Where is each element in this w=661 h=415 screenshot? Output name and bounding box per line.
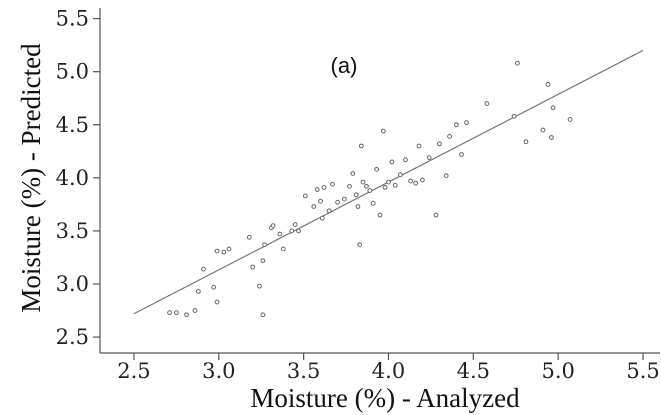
data-point: [382, 185, 388, 190]
data-point: [314, 187, 320, 192]
data-point: [318, 198, 324, 204]
data-point: [548, 135, 554, 140]
data-point: [201, 266, 206, 272]
data-point: [330, 181, 335, 187]
data-point: [567, 117, 573, 122]
data-point: [416, 143, 422, 149]
data-point: [341, 196, 347, 202]
data-point: [403, 157, 408, 163]
data-point: [292, 222, 298, 227]
data-point: [347, 183, 352, 189]
data-point: [380, 128, 386, 134]
data-point: [540, 127, 546, 133]
data-point: [350, 171, 356, 177]
data-point: [302, 193, 308, 199]
data-point: [326, 208, 332, 214]
data-point: [184, 312, 189, 318]
data-point: [357, 242, 363, 248]
x-tick-label: 5.0: [541, 359, 574, 383]
data-point: [246, 234, 252, 240]
data-point: [515, 60, 520, 66]
data-point: [260, 258, 266, 264]
data-point: [250, 264, 256, 270]
data-point: [226, 246, 232, 252]
data-point: [319, 215, 325, 221]
y-tick-label: 5.0: [56, 60, 89, 84]
data-point: [370, 200, 376, 206]
data-point: [408, 178, 413, 184]
panel-annotation: (a): [331, 53, 358, 78]
data-point: [296, 228, 301, 234]
data-point: [358, 143, 364, 149]
data-point: [484, 101, 490, 106]
data-point: [280, 246, 286, 252]
data-point: [413, 180, 419, 186]
data-point: [321, 185, 327, 190]
data-point: [453, 122, 459, 128]
data-point: [277, 231, 283, 237]
x-tick-label: 3.0: [202, 359, 235, 383]
data-point: [262, 242, 268, 248]
axes: [99, 8, 660, 354]
data-point: [192, 308, 198, 313]
y-tick-label: 3.5: [56, 219, 89, 243]
data-point: [260, 312, 266, 318]
y-ticks: 2.5 3.0 3.5 4.0 4.5 5.0 5.5: [56, 7, 100, 349]
data-point: [433, 212, 439, 218]
y-tick-label: 4.5: [56, 113, 89, 137]
data-point: [211, 284, 217, 290]
data-point: [464, 120, 469, 126]
y-tick-label: 3.0: [56, 272, 89, 296]
data-point: [355, 204, 361, 209]
data-point: [420, 177, 425, 183]
data-point: [511, 113, 517, 119]
data-point: [257, 283, 262, 289]
data-point: [311, 204, 317, 209]
x-tick-label: 3.5: [287, 359, 320, 383]
y-tick-label: 5.5: [56, 7, 89, 31]
data-point: [335, 199, 340, 205]
data-point: [377, 212, 383, 218]
data-point: [214, 299, 220, 305]
y-tick-label: 2.5: [56, 325, 89, 349]
data-point: [221, 249, 227, 255]
x-tick-label: 4.5: [457, 359, 490, 383]
data-point: [443, 173, 449, 179]
data-point: [374, 166, 380, 172]
data-point: [167, 310, 172, 316]
data-point: [196, 289, 201, 294]
data-point: [459, 152, 464, 157]
data-point: [367, 188, 373, 193]
data-point: [447, 134, 452, 139]
y-tick-label: 4.0: [56, 166, 89, 190]
x-tick-label: 5.5: [626, 359, 659, 383]
data-point: [214, 248, 220, 254]
data-point: [523, 139, 529, 145]
data-point: [392, 182, 398, 188]
x-tick-label: 2.5: [117, 359, 150, 383]
data-point: [397, 172, 403, 178]
plot-area: [133, 49, 644, 318]
data-point: [364, 183, 369, 189]
x-tick-label: 4.0: [372, 359, 405, 383]
data-point: [289, 228, 295, 234]
x-ticks: 2.5 3.0 3.5 4.0 4.5 5.0 5.5: [117, 353, 660, 383]
data-point: [436, 141, 442, 147]
data-point: [545, 82, 551, 87]
y-axis-title: Moisture (%) - Predicted: [16, 43, 46, 313]
data-point: [389, 159, 395, 165]
data-point: [426, 155, 432, 161]
data-point: [173, 310, 179, 316]
data-point: [270, 223, 276, 229]
data-point: [360, 179, 366, 185]
data-point: [353, 192, 359, 198]
x-axis-title: Moisture (%) - Analyzed: [250, 383, 520, 413]
data-point: [386, 179, 391, 185]
data-point: [550, 105, 556, 111]
